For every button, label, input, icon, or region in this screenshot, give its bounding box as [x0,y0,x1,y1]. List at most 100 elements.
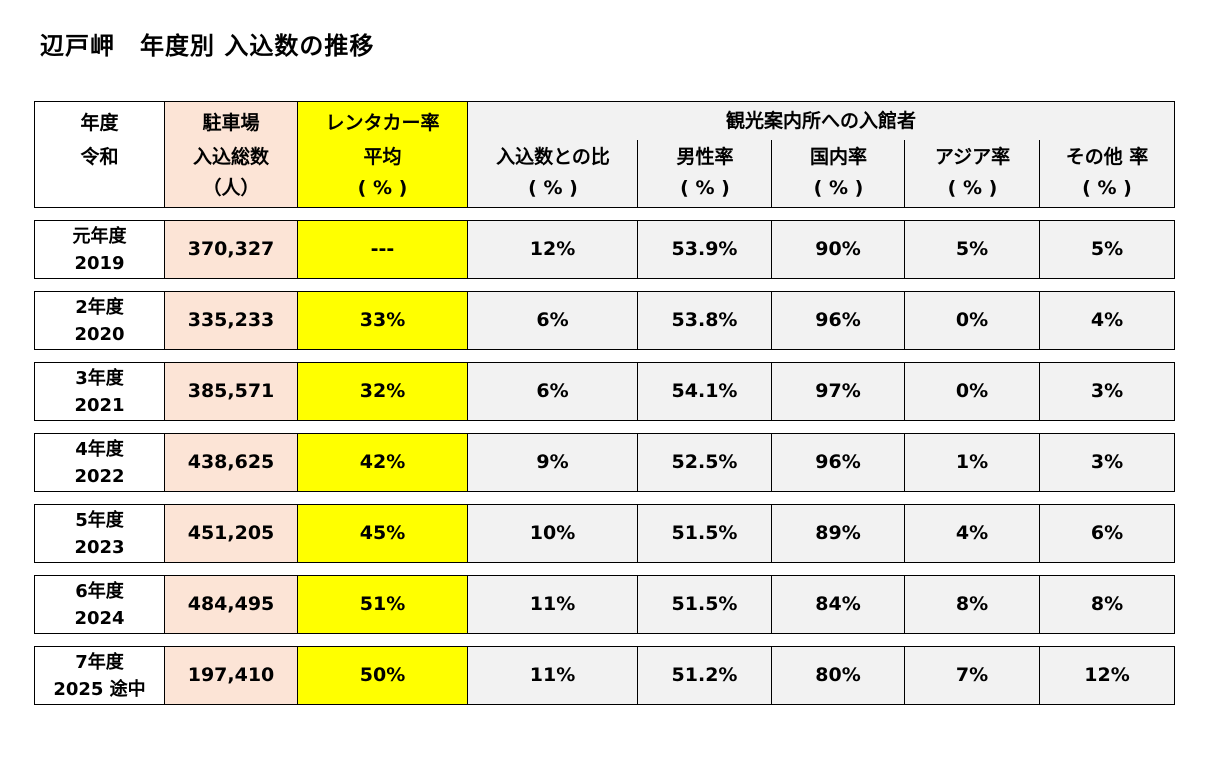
cell-domestic: 96% [771,433,905,492]
cell-male: 51.5% [637,504,772,563]
header-parking: 駐車場 入込総数 （人） [164,101,298,208]
year-label: 元年度 [72,225,127,247]
ratio-value: 10% [529,522,576,545]
male-value: 52.5% [671,451,738,474]
domestic-value: 90% [815,238,861,261]
domestic-value: 84% [815,593,861,616]
rental-value: 50% [359,664,406,687]
parking-value: 335,233 [187,309,275,332]
cell-rental: 32% [297,362,468,421]
cell-ratio: 11% [467,575,638,634]
cell-male: 54.1% [637,362,772,421]
cell-male: 51.5% [637,575,772,634]
rental-value: 45% [359,522,406,545]
cell-year: 2年度 2020 [34,291,165,350]
ratio-value: 11% [529,664,576,687]
cell-domestic: 89% [771,504,905,563]
rental-value: 51% [359,593,406,616]
cell-other: 12% [1039,646,1175,705]
header-year-line1: 年度 [80,112,119,134]
asia-value: 7% [955,664,989,687]
cell-parking: 385,571 [164,362,298,421]
cell-male: 51.2% [637,646,772,705]
header-other: その他 率 ( % ) [1039,140,1175,208]
year-number: 2021 [74,394,125,416]
cell-asia: 1% [904,433,1040,492]
ratio-value: 12% [529,238,576,261]
cell-domestic: 80% [771,646,905,705]
other-value: 3% [1090,451,1124,474]
rental-value: 32% [359,380,406,403]
domestic-value: 97% [815,380,861,403]
cell-domestic: 96% [771,291,905,350]
cell-parking: 197,410 [164,646,298,705]
year-label: 6年度 [75,580,124,602]
header-ratio: 入込数との比 ( % ) [467,140,638,208]
page-title: 辺戸岬 年度別 入込数の推移 [40,32,375,60]
header-male: 男性率 ( % ) [637,140,772,208]
parking-value: 451,205 [187,522,275,545]
male-value: 53.8% [671,309,738,332]
year-label: 4年度 [75,438,124,460]
other-value: 8% [1090,593,1124,616]
header-visitor-center-label: 観光案内所への入館者 [725,110,916,133]
cell-parking: 484,495 [164,575,298,634]
year-label: 7年度 [75,651,124,673]
header-rental-line2: 平均 [363,146,402,168]
male-value: 51.5% [671,522,738,545]
asia-value: 8% [955,593,989,616]
cell-ratio: 10% [467,504,638,563]
header-asia-line2: ( % ) [947,177,998,199]
other-value: 3% [1090,380,1124,403]
header-rental-line1: レンタカー率 [325,112,440,134]
cell-year: 3年度 2021 [34,362,165,421]
domestic-value: 80% [815,664,861,687]
cell-other: 3% [1039,362,1175,421]
cell-ratio: 12% [467,220,638,279]
cell-ratio: 9% [467,433,638,492]
year-label: 5年度 [75,509,124,531]
year-label: 3年度 [75,367,124,389]
cell-domestic: 97% [771,362,905,421]
header-male-line1: 男性率 [676,146,734,168]
domestic-value: 89% [815,522,861,545]
cell-male: 52.5% [637,433,772,492]
rental-value: 42% [359,451,406,474]
cell-asia: 5% [904,220,1040,279]
parking-value: 197,410 [187,664,275,687]
cell-asia: 4% [904,504,1040,563]
cell-male: 53.9% [637,220,772,279]
other-value: 5% [1090,238,1124,261]
cell-other: 4% [1039,291,1175,350]
cell-rental: 45% [297,504,468,563]
cell-other: 6% [1039,504,1175,563]
cell-parking: 438,625 [164,433,298,492]
cell-other: 8% [1039,575,1175,634]
year-number: 2022 [74,465,125,487]
asia-value: 4% [955,522,989,545]
cell-male: 53.8% [637,291,772,350]
cell-asia: 0% [904,362,1040,421]
cell-rental: 51% [297,575,468,634]
cell-rental: 42% [297,433,468,492]
header-visitor-center: 観光案内所への入館者 [467,101,1175,141]
parking-value: 385,571 [187,380,275,403]
header-domestic-line1: 国内率 [809,146,867,168]
header-other-line2: ( % ) [1082,177,1132,199]
header-domestic: 国内率 ( % ) [771,140,905,208]
year-number: 2023 [74,536,125,558]
parking-value: 370,327 [187,238,275,261]
header-rental: レンタカー率 平均 ( % ) [297,101,468,208]
cell-parking: 335,233 [164,291,298,350]
asia-value: 0% [955,309,989,332]
year-number: 2020 [74,323,125,345]
cell-ratio: 6% [467,291,638,350]
cell-parking: 451,205 [164,504,298,563]
cell-domestic: 84% [771,575,905,634]
ratio-value: 9% [536,451,569,474]
ratio-value: 11% [529,593,576,616]
header-domestic-line2: ( % ) [813,177,864,199]
cell-rental: --- [297,220,468,279]
header-asia: アジア率 ( % ) [904,140,1040,208]
cell-year: 5年度 2023 [34,504,165,563]
